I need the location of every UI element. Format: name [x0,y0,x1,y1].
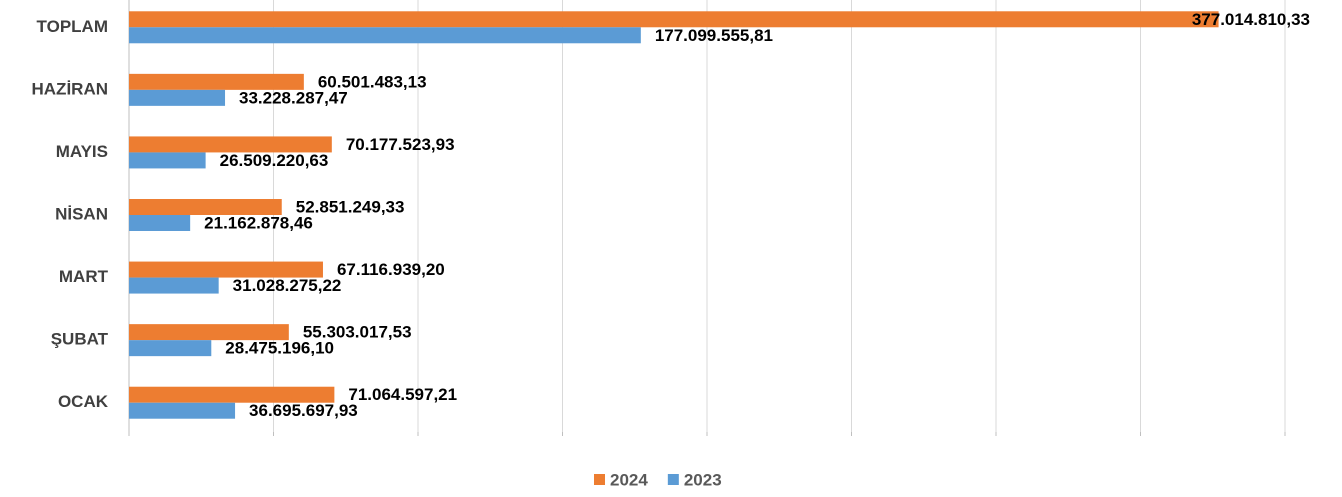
value-label: 28.475.196,10 [225,339,334,358]
category-label: ŞUBAT [51,330,109,349]
value-label: 177.099.555,81 [655,26,773,45]
bar [129,11,1219,28]
category-label: NİSAN [55,204,108,223]
value-label: 31.028.275,22 [233,276,342,295]
value-label: 26.509.220,63 [220,151,329,170]
bar [129,402,236,419]
category-label: HAZİRAN [32,79,109,98]
legend-label: 2023 [684,470,722,489]
legend-swatch [667,474,679,485]
bar [129,386,335,403]
value-label: 36.695.697,93 [249,401,358,420]
value-label: 52.851.249,33 [296,197,405,216]
value-label: 71.064.597,21 [348,385,457,404]
value-label: 55.303.017,53 [303,323,412,342]
bar [129,261,323,278]
bar [129,199,282,215]
value-label: 21.162.878,46 [204,213,313,232]
category-label: MAYIS [56,142,108,161]
bar [129,277,219,294]
value-label: 33.228.287,47 [239,88,348,107]
category-label: TOPLAM [37,17,108,36]
category-label: MART [59,267,109,286]
bar [129,27,641,44]
value-label: 67.116.939,20 [337,260,445,279]
bar [129,324,289,341]
value-label: 70.177.523,93 [346,135,455,154]
bar [129,89,226,106]
bar [129,340,212,357]
legend-swatch [594,474,605,485]
value-label: 377.014.810,33 [1192,10,1310,29]
value-label: 60.501.483,13 [318,72,427,91]
category-label: OCAK [58,392,109,411]
legend-label: 2024 [610,470,648,489]
bar [129,215,191,231]
bar [129,73,304,90]
bar [129,152,206,169]
bar [129,136,332,153]
